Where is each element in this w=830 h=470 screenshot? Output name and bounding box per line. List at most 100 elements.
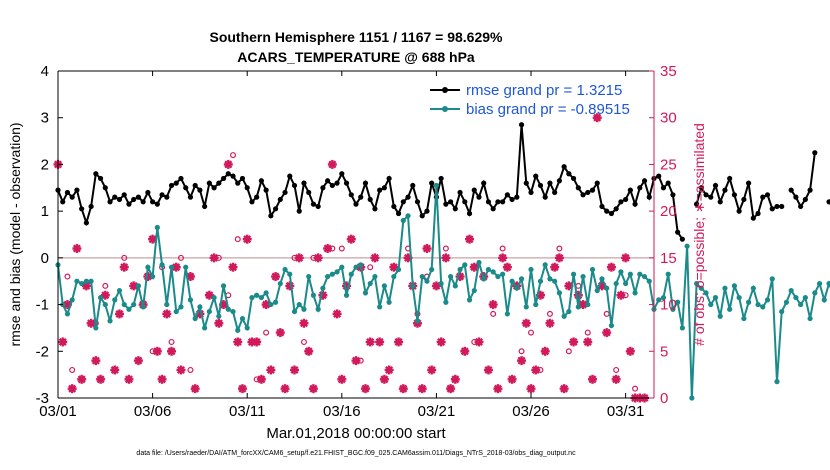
rmse-point — [168, 182, 175, 189]
rmse-point — [755, 210, 761, 217]
rmse-point — [239, 175, 246, 182]
bias-point — [504, 311, 510, 317]
bias-point — [202, 325, 208, 331]
data-file-footnote: data file: /Users/raeder/DAI/ATM_forcXX/… — [136, 450, 576, 457]
obs-assimilated-marker — [96, 374, 106, 384]
rmse-point — [561, 164, 567, 170]
rmse-point — [703, 192, 709, 198]
bias-point — [608, 322, 615, 329]
obs-assimilated-marker — [167, 346, 177, 356]
rmse-point — [116, 196, 123, 203]
y-left-tick-label: -3 — [36, 390, 49, 407]
obs-assimilated-marker — [384, 365, 394, 375]
bias-point — [646, 278, 652, 284]
bias-point — [746, 299, 752, 305]
obs-possible-marker — [546, 310, 553, 317]
rmse-point — [570, 175, 577, 182]
obs-possible-marker — [528, 329, 535, 336]
rmse-point — [282, 189, 288, 196]
bias-point — [623, 280, 629, 287]
obs-assimilated-marker — [554, 253, 564, 263]
obs-assimilated-marker — [502, 262, 512, 272]
obs-possible-marker — [230, 152, 237, 159]
bias-point — [258, 294, 264, 301]
bias-point — [689, 395, 695, 401]
bias-point — [618, 269, 624, 275]
bias-point — [301, 306, 307, 312]
bias-point — [523, 304, 529, 310]
rmse-point — [405, 194, 411, 200]
obs-assimilated-marker — [460, 346, 470, 356]
obs-assimilated-marker — [214, 318, 224, 328]
bias-point — [197, 304, 203, 310]
rmse-point — [656, 173, 662, 179]
obs-possible-marker — [518, 348, 525, 355]
rmse-point — [793, 194, 799, 200]
obs-assimilated-marker — [540, 346, 550, 356]
bias-point — [585, 301, 591, 308]
y-left-tick-label: 4 — [41, 63, 49, 80]
rmse-point — [277, 196, 283, 203]
rmse-point — [381, 185, 387, 191]
obs-possible-marker — [263, 329, 270, 336]
y-left-tick-label: 2 — [41, 156, 49, 173]
bias-point — [793, 294, 799, 301]
bias-point — [211, 294, 217, 301]
y-right-axis-label: # of obs: o=possible; ∗=assimilated — [691, 123, 707, 346]
rmse-point — [343, 180, 350, 186]
rmse-point — [485, 199, 492, 205]
rmse-point — [788, 187, 794, 193]
y-left-tick-label: 1 — [41, 203, 49, 220]
rmse-point — [268, 213, 274, 219]
bias-point — [500, 271, 506, 277]
rmse-point — [272, 206, 279, 212]
rmse-point — [249, 199, 255, 205]
rmse-point — [575, 185, 581, 191]
rmse-point — [462, 199, 468, 205]
rmse-point — [301, 180, 307, 186]
obs-assimilated-marker — [176, 365, 186, 375]
rmse-point — [372, 206, 378, 212]
rmse-point — [727, 175, 733, 182]
bias-point — [798, 301, 804, 308]
obs-assimilated-marker — [498, 253, 508, 263]
bias-point — [310, 292, 317, 298]
obs-assimilated-marker — [521, 318, 531, 328]
rmse-point — [675, 229, 681, 235]
obs-assimilated-marker — [261, 300, 271, 310]
bias-point — [518, 276, 525, 282]
bias-point — [736, 294, 742, 301]
bias-point — [509, 278, 515, 284]
obs-assimilated-marker — [583, 337, 593, 347]
bias-point — [594, 287, 600, 294]
obs-assimilated-marker — [204, 290, 214, 300]
rmse-point — [547, 180, 553, 186]
rmse-point — [414, 199, 421, 205]
bias-point — [391, 273, 397, 280]
bias-point — [395, 266, 402, 273]
obs-assimilated-marker — [370, 253, 380, 263]
bias-point — [135, 283, 142, 289]
obs-assimilated-marker — [493, 384, 503, 394]
rmse-point — [306, 189, 312, 196]
obs-assimilated-marker — [606, 262, 616, 272]
obs-assimilated-marker — [365, 337, 375, 347]
bias-point — [244, 325, 250, 331]
bias-point — [755, 301, 761, 308]
obs-possible-marker — [338, 245, 345, 252]
rmse-point — [722, 187, 728, 193]
rmse-point — [79, 206, 85, 212]
rmse-point — [320, 185, 326, 191]
bias-point — [670, 306, 676, 312]
rmse-point — [599, 203, 605, 210]
rmse-point — [679, 236, 685, 242]
obs-assimilated-marker — [507, 374, 517, 384]
obs-assimilated-marker — [72, 244, 82, 254]
bias-point — [816, 280, 823, 287]
rmse-point — [443, 201, 449, 207]
obs-assimilated-marker — [294, 253, 304, 263]
rmse-line — [57, 124, 684, 240]
bias-point — [556, 290, 562, 296]
obs-assimilated-marker — [119, 262, 129, 272]
obs-assimilated-marker — [550, 262, 560, 272]
